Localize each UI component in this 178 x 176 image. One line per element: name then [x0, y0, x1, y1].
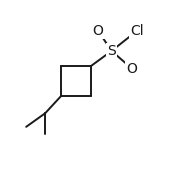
- Text: O: O: [93, 24, 103, 38]
- Text: S: S: [107, 44, 116, 58]
- Text: O: O: [126, 62, 137, 76]
- Text: Cl: Cl: [130, 24, 144, 38]
